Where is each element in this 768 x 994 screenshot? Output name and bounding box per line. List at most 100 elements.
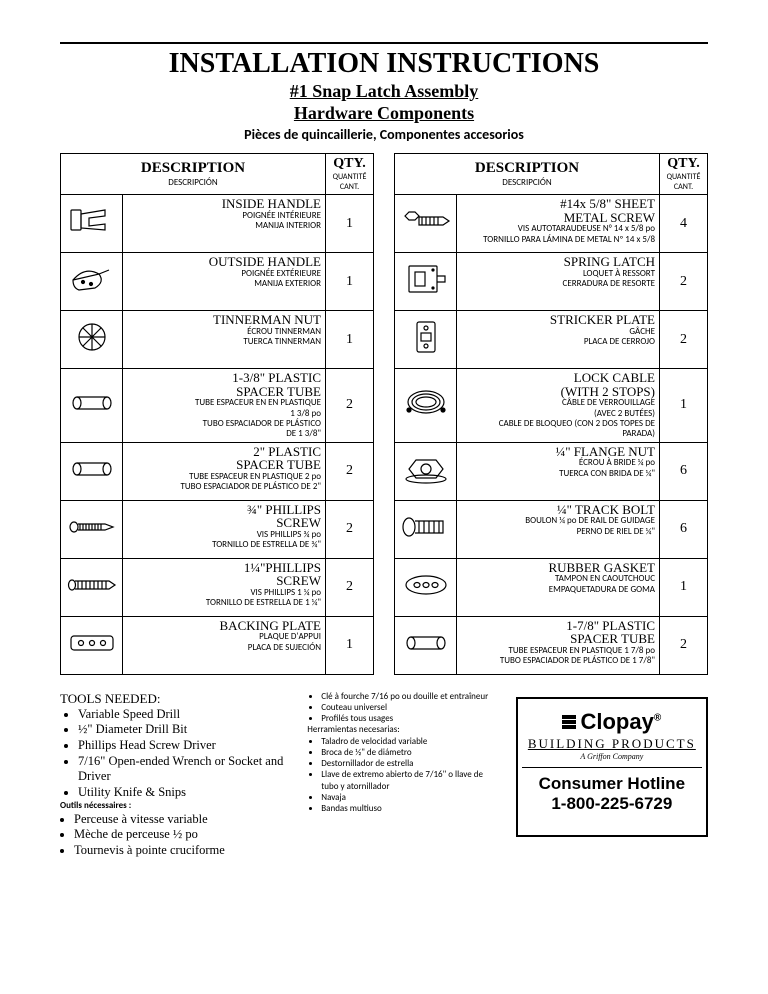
- brand-box: Clopay® BUILDING PRODUCTS A Griffon Comp…: [516, 697, 708, 837]
- top-rule: [60, 42, 708, 44]
- hotline-number: 1-800-225-6729: [522, 794, 702, 814]
- cable-icon: [395, 369, 457, 443]
- brand-line3: A Griffon Company: [522, 752, 702, 761]
- list-item: Profilés tous usages: [321, 713, 501, 724]
- list-item: Phillips Head Screw Driver: [78, 738, 293, 754]
- tube-icon: [61, 442, 123, 500]
- subtitle-lang: Pièces de quincaillerie, Componentes acc…: [60, 126, 708, 143]
- footer: TOOLS NEEDED: Variable Speed Drill½" Dia…: [60, 691, 708, 859]
- component-qty: 1: [326, 616, 374, 674]
- list-item: Broca de ½" de diámetro: [321, 747, 501, 758]
- brand-logo: Clopay®: [562, 709, 661, 735]
- component-description: ¼" TRACK BOLTBOULON ¼ po DE RAIL DE GUID…: [457, 500, 660, 558]
- component-qty: 6: [660, 442, 708, 500]
- table-row: TINNERMAN NUTÉCROU TINNERMANTUERCA TINNE…: [61, 311, 374, 369]
- table-row: SPRING LATCHLOQUET À RESSORTCERRADURA DE…: [395, 253, 708, 311]
- tools-col-1: TOOLS NEEDED: Variable Speed Drill½" Dia…: [60, 691, 293, 859]
- component-description: STRICKER PLATEGÂCHEPLACA DE CERROJO: [457, 311, 660, 369]
- table-row: #14x 5/8" SHEETMETAL SCREWVIS AUTOTARAUD…: [395, 195, 708, 253]
- table-row: RUBBER GASKETTAMPON EN CAOUTCHOUCEMPAQUE…: [395, 558, 708, 616]
- component-qty: 2: [326, 369, 374, 443]
- list-item: Bandas multiuso: [321, 803, 501, 814]
- list-item: Variable Speed Drill: [78, 707, 293, 723]
- table-row: LOCK CABLE(WITH 2 STOPS)CÂBLE DE VERROUI…: [395, 369, 708, 443]
- header-qty: QTY. QUANTITÉ CANT.: [326, 154, 374, 195]
- outside-handle-icon: [61, 253, 123, 311]
- component-qty: 1: [660, 558, 708, 616]
- component-qty: 4: [660, 195, 708, 253]
- list-item: Utility Knife & Snips: [78, 785, 293, 801]
- tube-icon: [61, 369, 123, 443]
- table-row: ¼" TRACK BOLTBOULON ¼ po DE RAIL DE GUID…: [395, 500, 708, 558]
- component-qty: 2: [660, 311, 708, 369]
- tools-heading-en: TOOLS NEEDED:: [60, 691, 293, 707]
- table-row: OUTSIDE HANDLEPOIGNÉE EXTÉRIEUREMANIJA E…: [61, 253, 374, 311]
- component-qty: 2: [660, 616, 708, 674]
- component-description: OUTSIDE HANDLEPOIGNÉE EXTÉRIEUREMANIJA E…: [123, 253, 326, 311]
- component-description: ¾" PHILLIPSSCREWVIS PHILLIPS ¾ poTORNILL…: [123, 500, 326, 558]
- component-description: 1-3/8" PLASTICSPACER TUBETUBE ESPACEUR E…: [123, 369, 326, 443]
- component-qty: 2: [326, 500, 374, 558]
- component-description: #14x 5/8" SHEETMETAL SCREWVIS AUTOTARAUD…: [457, 195, 660, 253]
- component-description: 1-7/8" PLASTICSPACER TUBETUBE ESPACEUR E…: [457, 616, 660, 674]
- table-row: ¼" FLANGE NUTÉCROU À BRIDE ¼ poTUERCA CO…: [395, 442, 708, 500]
- tools-list-es: Taladro de velocidad variableBroca de ½"…: [307, 736, 501, 815]
- list-item: Mèche de perceuse ½ po: [74, 827, 293, 843]
- component-qty: 6: [660, 500, 708, 558]
- components-table-left: DESCRIPTION DESCRIPCIÓN QTY. QUANTITÉ CA…: [60, 153, 374, 675]
- gasket-icon: [395, 558, 457, 616]
- list-item: Perceuse à vitesse variable: [74, 812, 293, 828]
- tools-heading-fr: Outils nécessaires :: [60, 800, 293, 811]
- component-description: 2" PLASTICSPACER TUBETUBE ESPACEUR EN PL…: [123, 442, 326, 500]
- sheet-screw-icon: [395, 195, 457, 253]
- table-row: 1-3/8" PLASTICSPACER TUBETUBE ESPACEUR E…: [61, 369, 374, 443]
- component-description: RUBBER GASKETTAMPON EN CAOUTCHOUCEMPAQUE…: [457, 558, 660, 616]
- tables-container: DESCRIPTION DESCRIPCIÓN QTY. QUANTITÉ CA…: [60, 153, 708, 675]
- table-row: ¾" PHILLIPSSCREWVIS PHILLIPS ¾ poTORNILL…: [61, 500, 374, 558]
- table-header-row: DESCRIPTION DESCRIPCIÓN QTY. QUANTITÉ CA…: [395, 154, 708, 195]
- component-description: TINNERMAN NUTÉCROU TINNERMANTUERCA TINNE…: [123, 311, 326, 369]
- component-description: LOCK CABLE(WITH 2 STOPS)CÂBLE DE VERROUI…: [457, 369, 660, 443]
- list-item: Destornillador de estrella: [321, 758, 501, 769]
- spring-latch-icon: [395, 253, 457, 311]
- page: INSTALLATION INSTRUCTIONS #1 Snap Latch …: [0, 0, 768, 994]
- phillips-icon: [61, 500, 123, 558]
- subtitle-1: #1 Snap Latch Assembly: [60, 81, 708, 102]
- flange-nut-icon: [395, 442, 457, 500]
- components-table-right: DESCRIPTION DESCRIPCIÓN QTY. QUANTITÉ CA…: [394, 153, 708, 675]
- inside-handle-icon: [61, 195, 123, 253]
- brand-bars-icon: [562, 714, 576, 730]
- table-row: 1¼"PHILLIPSSCREWVIS PHILLIPS 1 ¼ poTORNI…: [61, 558, 374, 616]
- tools-heading-es: Herramientas necesarias:: [307, 724, 501, 735]
- subtitle-2: Hardware Components: [60, 103, 708, 124]
- brand-top: Clopay® BUILDING PRODUCTS A Griffon Comp…: [522, 709, 702, 768]
- table-row: INSIDE HANDLEPOIGNÉE INTÉRIEUREMANIJA IN…: [61, 195, 374, 253]
- tools-list-fr2: Clé à fourche 7/16 po ou douille et entr…: [307, 691, 501, 725]
- list-item: 7/16" Open-ended Wrench or Socket and Dr…: [78, 754, 293, 785]
- component-description: SPRING LATCHLOQUET À RESSORTCERRADURA DE…: [457, 253, 660, 311]
- table-row: BACKING PLATEPLAQUE D'APPUIPLACA DE SUJE…: [61, 616, 374, 674]
- list-item: Couteau universel: [321, 702, 501, 713]
- table-row: STRICKER PLATEGÂCHEPLACA DE CERROJO2: [395, 311, 708, 369]
- component-qty: 2: [660, 253, 708, 311]
- tinnerman-icon: [61, 311, 123, 369]
- hotline-label: Consumer Hotline: [522, 774, 702, 794]
- left-body: INSIDE HANDLEPOIGNÉE INTÉRIEUREMANIJA IN…: [61, 195, 374, 675]
- track-bolt-icon: [395, 500, 457, 558]
- component-qty: 2: [326, 558, 374, 616]
- list-item: Clé à fourche 7/16 po ou douille et entr…: [321, 691, 501, 702]
- table-row: 2" PLASTICSPACER TUBETUBE ESPACEUR EN PL…: [61, 442, 374, 500]
- table-header-row: DESCRIPTION DESCRIPCIÓN QTY. QUANTITÉ CA…: [61, 154, 374, 195]
- component-description: BACKING PLATEPLAQUE D'APPUIPLACA DE SUJE…: [123, 616, 326, 674]
- component-qty: 1: [660, 369, 708, 443]
- list-item: Taladro de velocidad variable: [321, 736, 501, 747]
- component-description: 1¼"PHILLIPSSCREWVIS PHILLIPS 1 ¼ poTORNI…: [123, 558, 326, 616]
- component-qty: 1: [326, 311, 374, 369]
- brand-line2: BUILDING PRODUCTS: [522, 736, 702, 752]
- backing-plate-icon: [61, 616, 123, 674]
- component-description: ¼" FLANGE NUTÉCROU À BRIDE ¼ poTUERCA CO…: [457, 442, 660, 500]
- phillips-long-icon: [61, 558, 123, 616]
- table-row: 1-7/8" PLASTICSPACER TUBETUBE ESPACEUR E…: [395, 616, 708, 674]
- component-qty: 1: [326, 195, 374, 253]
- list-item: ½" Diameter Drill Bit: [78, 722, 293, 738]
